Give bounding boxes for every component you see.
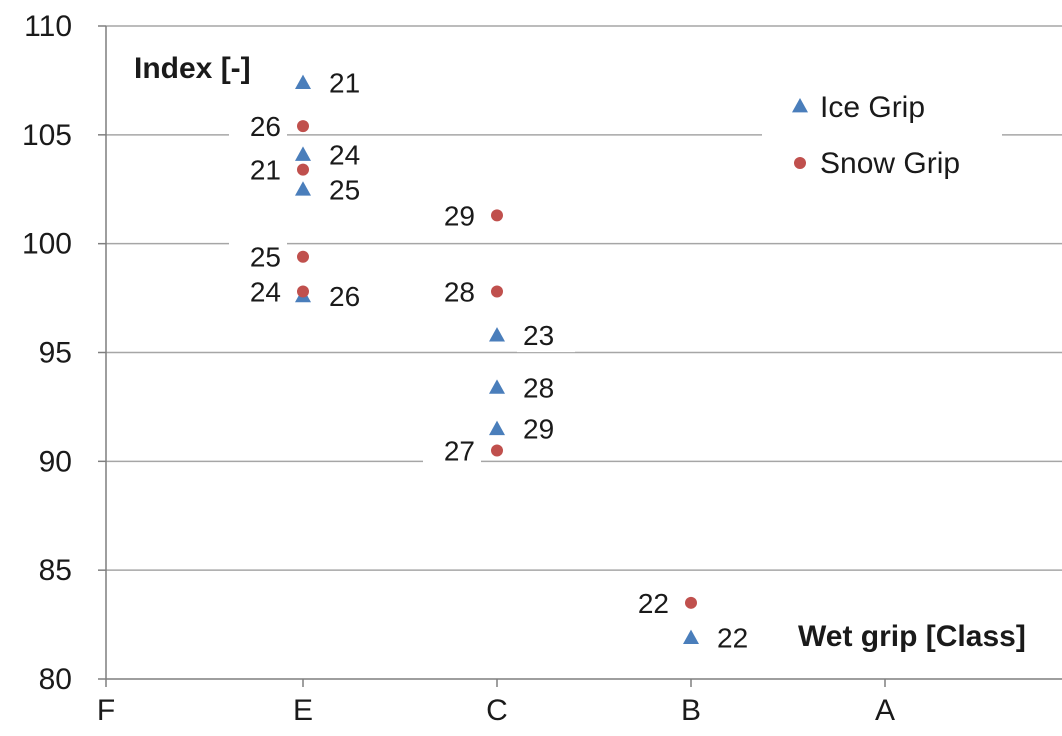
label-bg	[617, 585, 675, 620]
legend-ice-grip-marker	[792, 98, 808, 113]
x-tick-label: F	[97, 694, 115, 727]
snow-grip-point-label: 22	[638, 588, 669, 619]
ice-grip-point-label: 26	[329, 281, 360, 312]
snow-grip-point	[297, 163, 309, 176]
snow-grip-point-label: 25	[250, 242, 281, 273]
label-bg	[229, 239, 287, 274]
label-bg	[323, 65, 381, 100]
legend-ice-grip-label: Ice Grip	[820, 91, 925, 124]
x-tick-label: C	[486, 694, 508, 727]
y-tick-labels: 80 85 90 95 100 105 110	[22, 10, 72, 696]
ice-grip-point-label: 22	[717, 623, 748, 654]
x-tick-label: A	[875, 694, 895, 727]
snow-grip-point	[685, 596, 697, 609]
ice-grip-point	[489, 420, 505, 436]
ice-grip-point	[295, 146, 311, 161]
label-bg	[423, 274, 481, 309]
legend-background	[762, 80, 1002, 190]
data-points	[295, 74, 699, 645]
ice-grip-point-label: 21	[329, 68, 360, 99]
label-bg	[229, 109, 287, 144]
legend-snow-grip-label: Snow Grip	[820, 147, 960, 180]
point-labels: 21 24 25 26 23 28 29 22 26 21 25 24 29 28 27 22	[229, 65, 769, 655]
snow-grip-point	[297, 250, 309, 263]
ice-grip-point-label: 29	[523, 414, 554, 445]
snow-grip-point	[491, 209, 503, 222]
x-tick-label: B	[681, 694, 701, 727]
label-bg	[517, 411, 575, 446]
ice-grip-point	[489, 379, 505, 394]
snow-grip-point	[491, 444, 503, 457]
legend-snow-grip-marker	[794, 157, 806, 169]
y-tick-label: 105	[22, 119, 72, 152]
snow-grip-point	[297, 285, 309, 298]
ice-grip-point-label: 24	[329, 139, 360, 170]
x-axis-title: Wet grip [Class]	[798, 620, 1026, 653]
label-bg	[323, 278, 381, 313]
y-tick-label: 100	[22, 228, 72, 261]
ice-grip-point	[295, 181, 311, 196]
snow-grip-point-label: 26	[250, 111, 281, 142]
label-bg	[517, 370, 575, 405]
label-bg	[229, 274, 287, 309]
label-bg	[423, 433, 481, 468]
label-bg	[323, 172, 381, 207]
ice-grip-point	[295, 74, 311, 89]
ice-grip-point	[489, 327, 505, 342]
ice-grip-point-label: 28	[523, 372, 554, 403]
snow-grip-point-label: 28	[444, 277, 475, 308]
axes	[98, 25, 1062, 687]
x-tick-label: E	[293, 694, 313, 727]
legend: Ice Grip Snow Grip	[762, 80, 1002, 190]
snow-grip-point-label: 24	[250, 277, 281, 308]
ice-grip-point	[683, 629, 699, 645]
y-tick-label: 85	[39, 554, 72, 587]
label-bg	[423, 198, 481, 233]
ice-grip-point-label: 25	[329, 174, 360, 205]
y-tick-label: 95	[39, 337, 72, 370]
label-bg	[517, 318, 575, 353]
y-tick-label: 90	[39, 445, 72, 478]
snow-grip-point-label: 21	[250, 155, 281, 186]
label-bg	[711, 620, 769, 655]
snow-grip-point-label: 29	[444, 200, 475, 231]
snow-grip-point-label: 27	[444, 435, 475, 466]
y-tick-label: 80	[39, 663, 72, 696]
label-bg	[323, 137, 381, 172]
snow-grip-point	[491, 285, 503, 298]
y-tick-label: 110	[24, 10, 72, 43]
label-bg	[229, 152, 287, 187]
y-axis-title: Index [-]	[134, 52, 251, 85]
ice-grip-point-label: 23	[523, 320, 554, 351]
snow-grip-point	[297, 120, 309, 133]
